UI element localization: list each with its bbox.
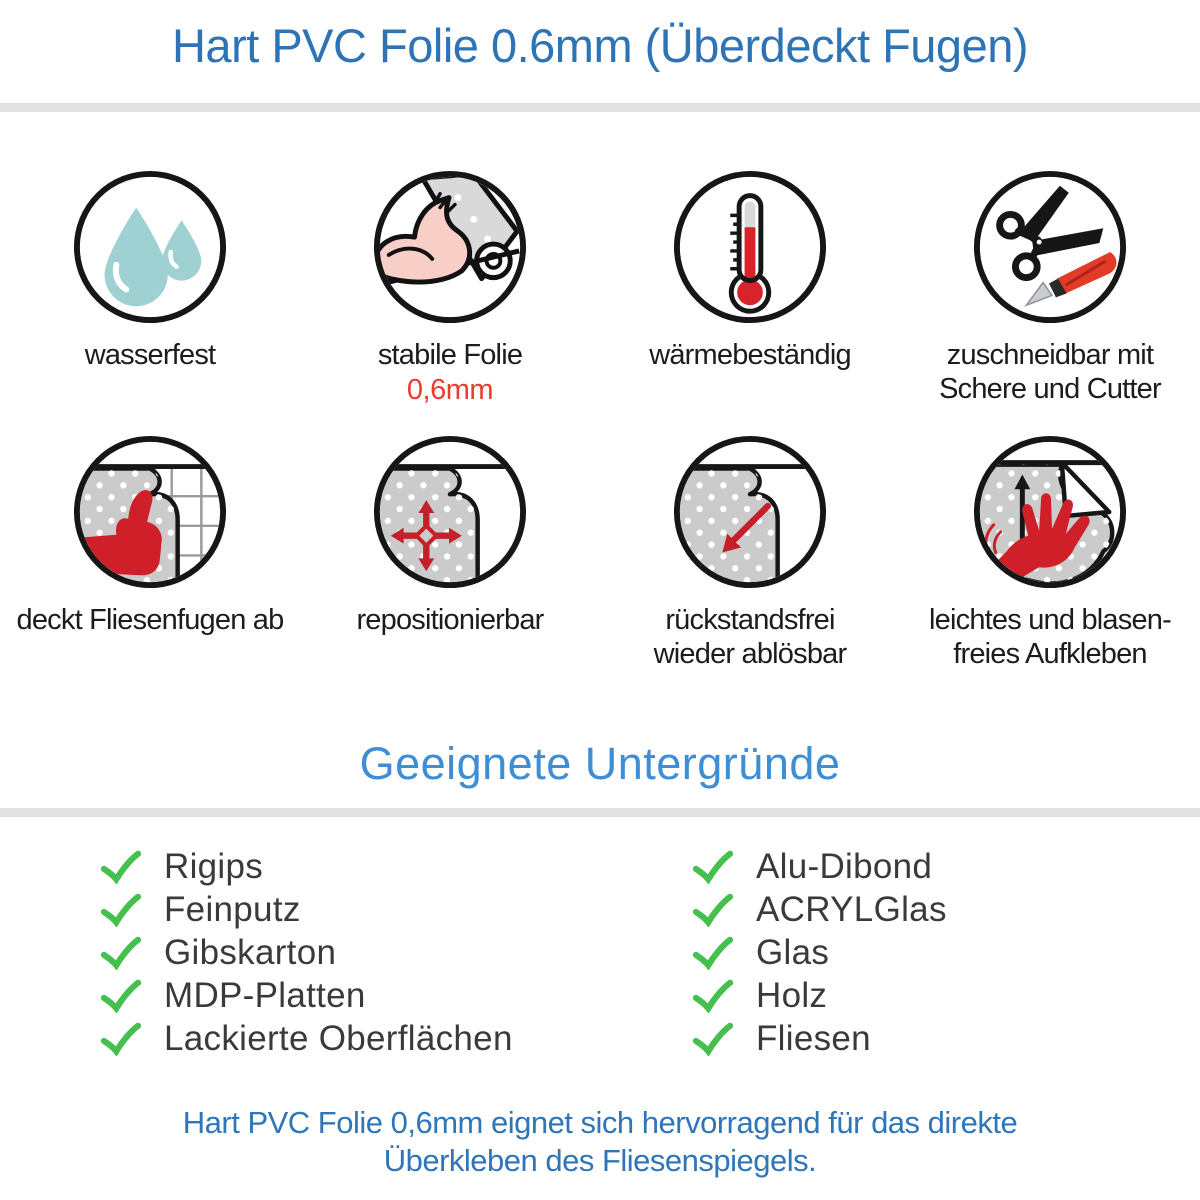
section-title-untergruende: Geeignete Untergründe	[359, 738, 841, 789]
list-item: Alu-Dibond	[692, 845, 947, 888]
feature-deckt-fliesenfugen: deckt Fliesenfugen ab	[0, 433, 300, 671]
feature-label: zuschneidbar mit Schere und Cutter	[939, 339, 1162, 405]
check-icon	[100, 936, 142, 970]
feature-label: repositionierbar	[356, 604, 544, 636]
list-item: Gibskarton	[100, 931, 513, 974]
list-item: Rigips	[100, 845, 513, 888]
list-item: Feinputz	[100, 888, 513, 931]
surface-label: Alu-Dibond	[756, 846, 933, 886]
feature-wasserfest: wasserfest	[0, 168, 300, 407]
surface-label: Glas	[756, 932, 830, 972]
check-icon	[692, 979, 734, 1013]
list-item: ACRYLGlas	[692, 888, 947, 931]
footer-note: Hart PVC Folie 0,6mm eignet sich hervorr…	[182, 1105, 1018, 1178]
check-icon	[692, 893, 734, 927]
surface-label: Fliesen	[756, 1018, 871, 1058]
water-drops-icon	[73, 170, 227, 324]
check-icon	[100, 893, 142, 927]
thermometer-icon	[673, 170, 827, 324]
feature-sublabel-thickness: 0,6mm	[406, 374, 494, 406]
check-icon	[100, 850, 142, 884]
list-item: MDP-Platten	[100, 974, 513, 1017]
surface-label: Lackierte Oberflächen	[164, 1018, 513, 1058]
surfaces-column-right: Alu-Dibond ACRYLGlas Glas Holz Fliesen	[692, 845, 947, 1060]
surface-label: Feinputz	[164, 889, 301, 929]
check-icon	[692, 850, 734, 884]
feature-label: leichtes und blasen- freies Aufkleben	[929, 604, 1172, 670]
feature-label: wärmebeständig	[649, 339, 851, 371]
check-icon	[100, 1022, 142, 1056]
surface-label: Rigips	[164, 846, 264, 886]
check-icon	[692, 1022, 734, 1056]
feature-label: wasserfest	[84, 339, 216, 371]
feature-waermebestaendig: wärmebeständig	[600, 168, 900, 407]
list-item: Glas	[692, 931, 947, 974]
divider-middle	[0, 808, 1200, 817]
feature-repositionierbar: repositionierbar	[300, 433, 600, 671]
feature-row-2: deckt Fliesenfugen ab	[0, 433, 1200, 671]
feature-rueckstandsfrei: rückstandsfrei wieder ablösbar	[600, 433, 900, 671]
surface-label: ACRYLGlas	[756, 889, 947, 929]
feature-blasenfrei-aufkleben: leichtes und blasen- freies Aufkleben	[900, 433, 1200, 671]
feature-label: rückstandsfrei wieder ablösbar	[653, 604, 848, 670]
foil-hand-smoothing-icon	[973, 435, 1127, 589]
surface-label: Gibskarton	[164, 932, 337, 972]
list-item: Holz	[692, 974, 947, 1017]
divider-top	[0, 103, 1200, 112]
surface-label: MDP-Platten	[164, 975, 366, 1015]
foil-peel-arrow-icon	[673, 435, 827, 589]
list-item: Lackierte Oberflächen	[100, 1017, 513, 1060]
check-icon	[100, 979, 142, 1013]
check-icon	[692, 936, 734, 970]
feature-label: deckt Fliesenfugen ab	[16, 604, 285, 636]
feature-row-1: wasserfest stabile Folie 0,6mm	[0, 168, 1200, 407]
scissors-cutter-icon	[973, 170, 1127, 324]
muscle-foil-roll-icon	[373, 170, 527, 324]
foil-over-tile-thumb-up-icon	[73, 435, 227, 589]
feature-zuschneidbar: zuschneidbar mit Schere und Cutter	[900, 168, 1200, 407]
feature-stabile-folie: stabile Folie 0,6mm	[300, 168, 600, 407]
surface-label: Holz	[756, 975, 828, 1015]
page-title: Hart PVC Folie 0.6mm (Überdeckt Fugen)	[171, 19, 1029, 72]
foil-move-arrows-icon	[373, 435, 527, 589]
list-item: Fliesen	[692, 1017, 947, 1060]
feature-label: stabile Folie	[377, 339, 523, 371]
surfaces-column-left: Rigips Feinputz Gibskarton MDP-Platten L…	[100, 845, 513, 1060]
